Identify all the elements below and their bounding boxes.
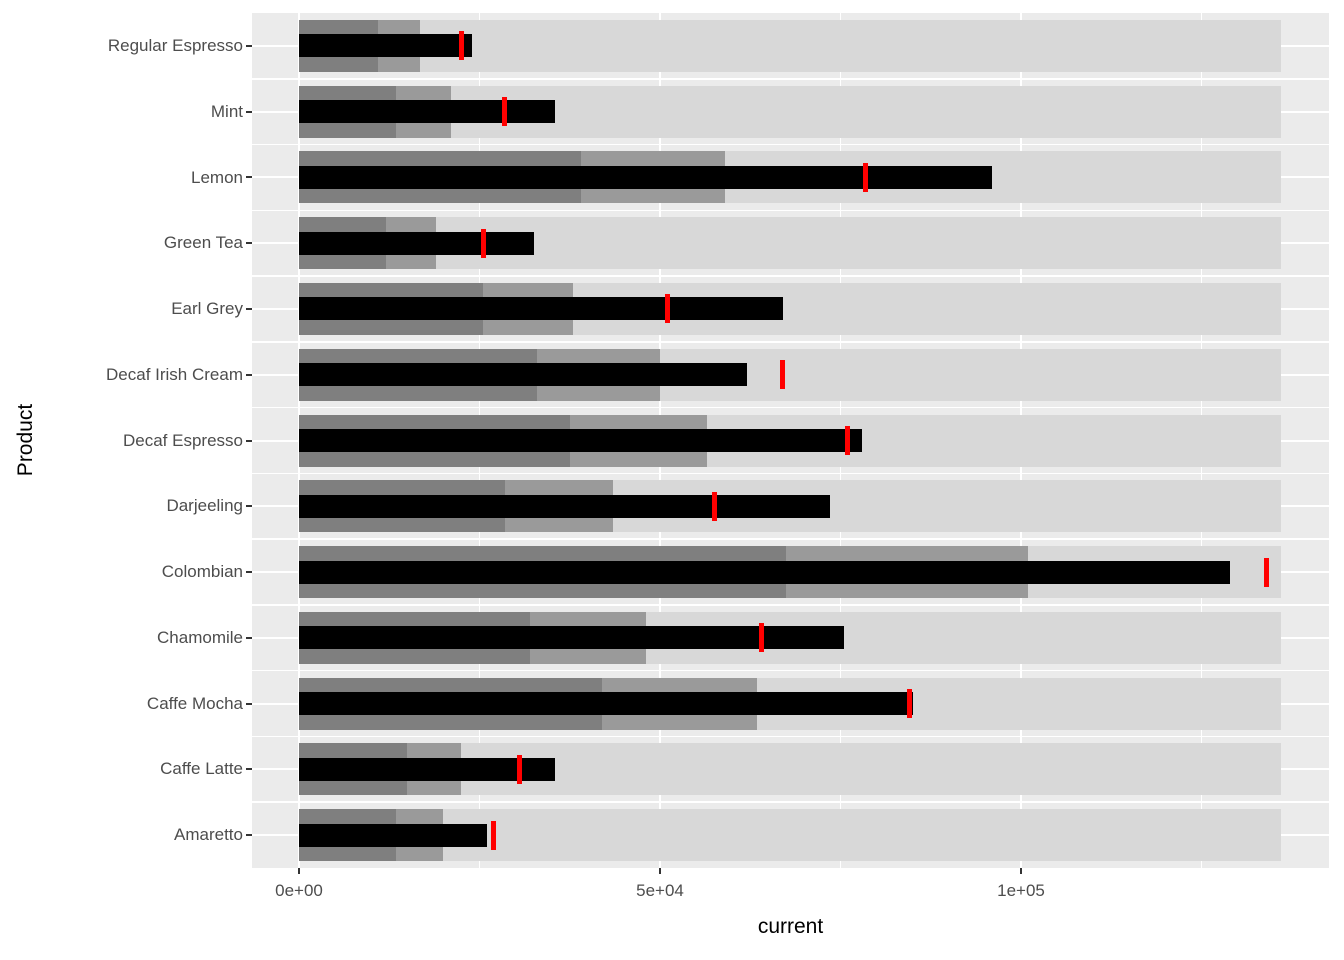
y-axis-label-chamomile: Chamomile	[157, 627, 243, 647]
x-axis-title: current	[757, 915, 824, 938]
x-axis-label: 1e+05	[997, 881, 1045, 900]
y-axis-label-caffe-mocha: Caffe Mocha	[146, 693, 243, 713]
plot-panel	[252, 13, 1329, 868]
y-tick-mark	[246, 702, 252, 705]
minor-gridline-y	[252, 472, 1329, 475]
measure-bar-amaretto	[299, 823, 487, 847]
measure-bar-decaf-espresso	[299, 429, 863, 452]
target-marker-green-tea	[480, 228, 486, 258]
target-marker-amaretto	[491, 820, 497, 850]
target-marker-caffe-latte	[516, 754, 522, 784]
minor-gridline-y	[252, 78, 1329, 80]
minor-gridline-y	[252, 275, 1329, 277]
minor-gridline-y	[252, 801, 1329, 803]
minor-gridline-y	[252, 538, 1329, 540]
y-axis-label-earl-grey: Earl Grey	[171, 299, 243, 319]
target-marker-mint	[502, 97, 508, 127]
minor-gridline-y	[252, 143, 1329, 146]
minor-gridline-y	[252, 406, 1329, 409]
measure-bar-regular-espresso	[299, 34, 473, 58]
measure-bar-caffe-mocha	[299, 692, 913, 716]
measure-bar-chamomile	[299, 626, 845, 650]
y-tick-mark	[246, 505, 252, 508]
measure-bar-mint	[299, 100, 556, 124]
y-tick-mark	[246, 373, 252, 376]
target-marker-decaf-irish-cream	[780, 360, 786, 390]
minor-gridline-y	[252, 735, 1329, 738]
target-marker-darjeeling	[711, 491, 717, 521]
x-tick-mark	[659, 868, 661, 874]
y-axis-label-green-tea: Green Tea	[163, 233, 243, 253]
x-tick-mark	[298, 868, 300, 874]
minor-gridline-y	[252, 209, 1329, 212]
x-axis-label: 0e+00	[275, 881, 323, 900]
target-marker-earl-grey	[664, 294, 670, 324]
y-tick-mark	[246, 636, 252, 639]
measure-bar-colombian	[299, 560, 1231, 584]
y-tick-mark	[246, 242, 252, 245]
y-tick-mark	[246, 176, 252, 179]
y-axis-label-caffe-latte: Caffe Latte	[160, 759, 243, 779]
y-tick-mark	[246, 307, 252, 310]
target-marker-lemon	[863, 162, 869, 192]
y-axis-label-mint: Mint	[210, 101, 243, 121]
y-axis-label-lemon: Lemon	[191, 167, 243, 187]
target-marker-caffe-mocha	[906, 689, 912, 719]
x-tick-mark	[1020, 868, 1022, 874]
y-tick-mark	[246, 571, 252, 574]
minor-gridline-y	[252, 669, 1329, 672]
minor-gridline-y	[252, 341, 1329, 343]
measure-bar-green-tea	[299, 231, 534, 255]
minor-gridline-y	[252, 604, 1329, 606]
y-tick-mark	[246, 44, 252, 47]
measure-bar-earl-grey	[299, 297, 783, 321]
y-axis-label-amaretto: Amaretto	[174, 825, 243, 845]
measure-bar-lemon	[299, 165, 993, 189]
y-tick-mark	[246, 768, 252, 771]
measure-bar-caffe-latte	[299, 757, 556, 781]
measure-bar-decaf-irish-cream	[299, 363, 747, 387]
y-axis-label-colombian: Colombian	[161, 562, 243, 582]
target-marker-regular-espresso	[458, 31, 464, 61]
y-axis-title: Product	[14, 403, 37, 477]
target-marker-colombian	[1263, 557, 1269, 587]
y-tick-mark	[246, 110, 252, 113]
y-tick-mark	[246, 834, 252, 837]
target-marker-decaf-espresso	[845, 426, 851, 455]
measure-bar-darjeeling	[299, 494, 830, 518]
x-axis-label: 5e+04	[636, 881, 684, 900]
y-axis-label-regular-espresso: Regular Espresso	[107, 36, 243, 55]
y-axis-label-decaf-espresso: Decaf Espresso	[123, 430, 243, 450]
y-tick-mark	[246, 439, 252, 442]
target-marker-chamomile	[758, 623, 764, 653]
y-axis-label-darjeeling: Darjeeling	[166, 496, 243, 516]
y-axis-label-decaf-irish-cream: Decaf Irish Cream	[106, 364, 243, 384]
